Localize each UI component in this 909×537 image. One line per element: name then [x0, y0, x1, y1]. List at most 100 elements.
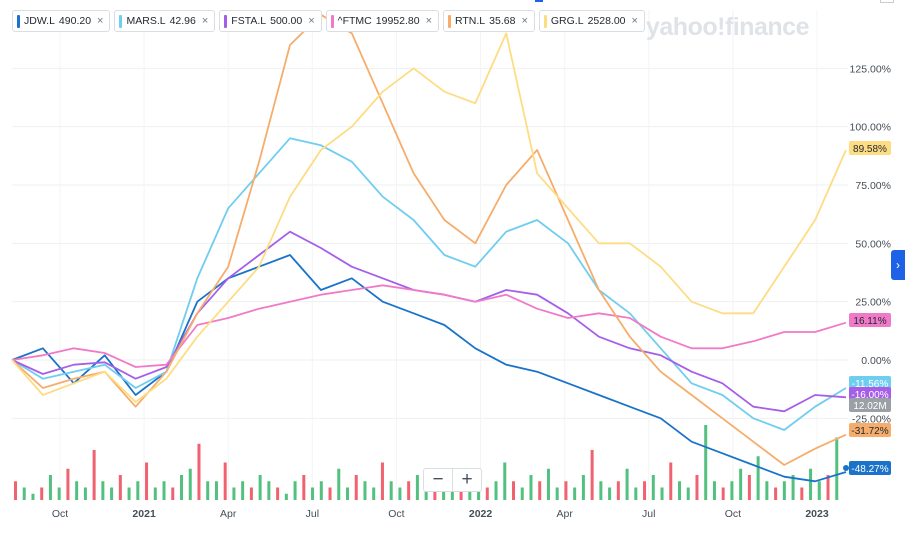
volume-bar [258, 475, 262, 500]
volume-bar [616, 481, 620, 500]
volume-bar [75, 481, 79, 500]
y-tick-label: 100.00% [850, 122, 891, 134]
last-value-flag-label: -16.00% [851, 390, 888, 401]
volume-bar [695, 475, 699, 500]
volume-bar [485, 487, 489, 500]
series-line-marsl [11, 137, 847, 431]
legend-symbol: ^FTMC [337, 15, 372, 27]
x-tick-label: Jul [306, 508, 319, 520]
volume-bar [223, 462, 227, 500]
volume-bar [573, 487, 577, 500]
volume-bar [145, 462, 149, 500]
volume-bar [721, 487, 725, 500]
volume-bar [407, 481, 411, 500]
volume-bar [835, 437, 839, 500]
volume-bar [520, 487, 524, 500]
series-line-rtnl [11, 13, 847, 466]
remove-series-icon[interactable]: × [521, 15, 528, 27]
volume-bar [756, 456, 760, 500]
volume-bar [92, 450, 96, 500]
series-color-swatch [119, 14, 123, 28]
volume-bar [302, 475, 306, 500]
x-tick-label: 2021 [132, 508, 156, 520]
volume-bar [354, 475, 358, 500]
volume-bar [564, 481, 568, 500]
legend-chip-marsl[interactable]: MARS.L 42.96 × [114, 10, 216, 32]
last-value-flag-label: -11.56% [852, 379, 889, 390]
expand-panel-button[interactable]: › [891, 250, 905, 280]
volume-bar [608, 487, 612, 500]
last-value-flag-label: -48.27% [851, 464, 888, 475]
volume-bar [188, 468, 192, 500]
zoom-controls: − + [423, 468, 482, 492]
volume-bar [127, 487, 131, 500]
volume-bar [363, 481, 367, 500]
volume-bar [171, 487, 175, 500]
zoom-in-button[interactable]: + [452, 469, 481, 491]
top-corner-frame [880, 0, 894, 3]
volume-bar [162, 481, 166, 500]
legend-chip-jdwl[interactable]: JDW.L 490.20 × [12, 10, 111, 32]
remove-series-icon[interactable]: × [631, 15, 638, 27]
legend: JDW.L 490.20 × MARS.L 42.96 × FSTA.L 500.00 × ^FT… [12, 10, 645, 32]
y-tick-label: -25.00% [852, 413, 891, 425]
legend-value: 2528.00 [587, 15, 626, 27]
volume-bar [31, 493, 35, 500]
volume-bar [800, 487, 804, 500]
legend-value: 19952.80 [375, 15, 420, 27]
series-line-fstal [11, 230, 847, 413]
volume-bar [546, 468, 550, 500]
legend-chip-rtnl[interactable]: RTN.L 35.68 × [443, 10, 535, 32]
zoom-out-button[interactable]: − [432, 469, 444, 490]
volume-bar [241, 481, 245, 500]
series-line-grgl [11, 32, 847, 403]
x-tick-label: Oct [725, 508, 741, 520]
legend-symbol: JDW.L [24, 15, 55, 27]
volume-bar [22, 487, 26, 500]
volume-bar [372, 487, 376, 500]
volume-bar [346, 487, 349, 500]
x-tick-label: 2023 [805, 508, 829, 520]
remove-series-icon[interactable]: × [308, 15, 315, 27]
volume-bar [389, 481, 393, 500]
volume-bar [660, 487, 664, 500]
volume-bar [529, 475, 533, 500]
volume-bar [319, 481, 323, 500]
volume-bar [110, 487, 114, 500]
volume-bar [512, 481, 515, 500]
volume-bar [765, 481, 769, 500]
volume-bar [284, 493, 288, 500]
volume-bar [442, 487, 446, 500]
legend-chip-fstal[interactable]: FSTA.L 500.00 × [219, 10, 322, 32]
volume-bar [730, 481, 734, 500]
volume-bar [40, 487, 44, 500]
volume-bar [197, 443, 201, 500]
remove-series-icon[interactable]: × [201, 15, 209, 27]
legend-value: 490.20 [58, 15, 92, 27]
top-indicator [535, 0, 543, 2]
x-tick-label: Oct [52, 508, 68, 520]
remove-series-icon[interactable]: × [97, 15, 104, 27]
volume-bar [782, 481, 786, 500]
volume-bar [686, 487, 690, 500]
volume-bar [678, 481, 681, 500]
legend-chip-ftmc[interactable]: ^FTMC 19952.80 × [325, 10, 439, 32]
volume-bar [276, 487, 280, 500]
volume-bar [83, 487, 87, 500]
volume-bar [494, 481, 498, 500]
volume-bar [555, 487, 559, 500]
remove-series-icon[interactable]: × [425, 15, 432, 27]
x-tick-label: Apr [220, 508, 237, 520]
volume-bar [398, 487, 402, 500]
volume-bar [14, 481, 17, 500]
volume-bar [48, 475, 52, 500]
series-line-ftmc [11, 284, 847, 368]
volume-bar [101, 481, 105, 500]
series-color-swatch [224, 14, 228, 28]
last-value-flag-label: 89.58% [853, 144, 887, 155]
legend-chip-grgl[interactable]: GRG.L 2528.00 × [538, 10, 645, 32]
x-tick-label: Apr [556, 508, 573, 520]
last-value-flag-bg [849, 387, 891, 401]
volume-bar [57, 487, 61, 500]
